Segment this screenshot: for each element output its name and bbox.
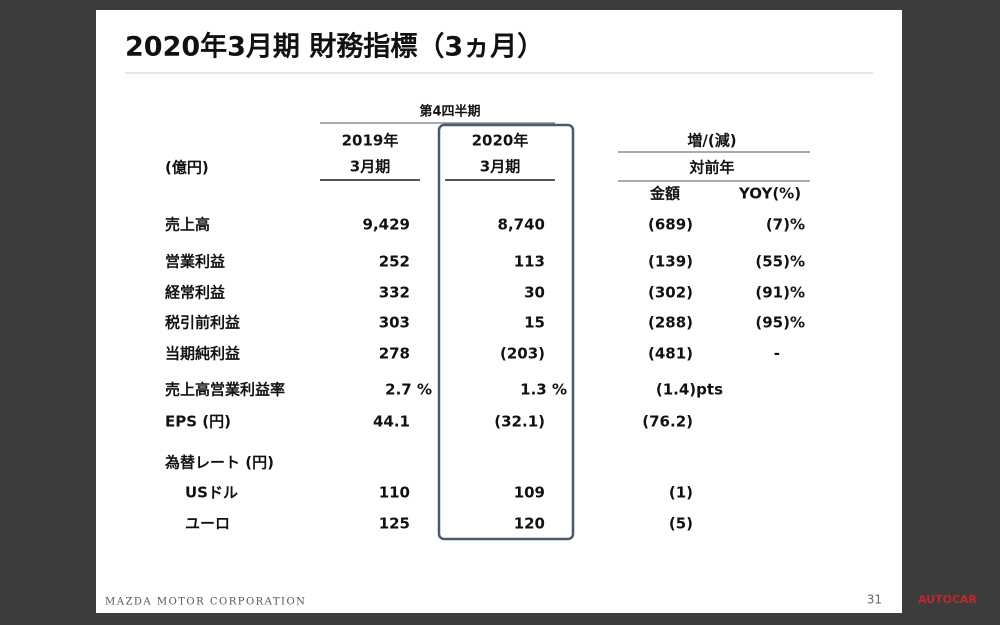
cell: (32.1) <box>494 413 545 431</box>
cell: (481) <box>648 345 693 363</box>
cell: 15 <box>524 314 545 332</box>
title: 2020年3月期 財務指標（3ヵ月） <box>125 31 544 63</box>
company: MAZDA MOTOR CORPORATION <box>105 597 306 608</box>
cell: - <box>774 345 780 363</box>
row-label: 営業利益 <box>165 253 225 271</box>
row-label: 売上高営業利益率 <box>165 381 285 399</box>
cell: 44.1 <box>373 413 410 431</box>
cell: (55)% <box>755 253 805 271</box>
col-year: 2020年 <box>472 132 529 150</box>
slide <box>96 10 902 613</box>
col-year: 2019年 <box>342 132 399 150</box>
cell: (1.4)pts <box>656 381 723 399</box>
row-label: 当期純利益 <box>165 345 240 363</box>
highlight-box <box>437 123 575 541</box>
cell: 252 <box>379 253 410 271</box>
cell: 125 <box>379 515 410 533</box>
cell: (203) <box>500 345 545 363</box>
cell: 278 <box>379 345 410 363</box>
cell: (7)% <box>766 216 805 234</box>
row-label: EPS (円) <box>165 413 231 431</box>
cell: 1.3 % <box>520 381 567 399</box>
cell: 8,740 <box>498 216 545 234</box>
table-body: 売上高 9,429 8,740 (689) (7)% 営業利益 252 113 (139) (55… <box>164 216 805 533</box>
change-header: 増/(減) <box>687 132 736 150</box>
row-label: ユーロ <box>185 515 230 533</box>
row-label: USドル <box>185 484 238 502</box>
cell: 332 <box>379 284 410 302</box>
cell: 30 <box>524 284 545 302</box>
change-col: YOY(%) <box>738 185 801 203</box>
watermark: AUTOCAR <box>918 593 978 606</box>
cell: (302) <box>648 284 693 302</box>
cell: 303 <box>379 314 410 332</box>
cell: (76.2) <box>642 413 693 431</box>
cell: 113 <box>514 253 545 271</box>
cell: (5) <box>669 515 693 533</box>
section-label: 為替レート (円) <box>164 454 274 472</box>
cell: 2.7 % <box>385 381 432 399</box>
cell: (91)% <box>755 284 805 302</box>
cell: (139) <box>648 253 693 271</box>
cell: 110 <box>379 484 410 502</box>
page-number: 31 <box>867 593 882 607</box>
cell: (95)% <box>755 314 805 332</box>
unit: (億円) <box>165 159 209 177</box>
row-label: 経常利益 <box>165 284 225 302</box>
cell: 120 <box>514 515 545 533</box>
group-header: 第4四半期 <box>419 104 480 120</box>
col-period: 3月期 <box>350 158 390 176</box>
cell: 109 <box>514 484 545 502</box>
cell: (689) <box>648 216 693 234</box>
change-sub: 対前年 <box>688 159 734 177</box>
row-label: 税引前利益 <box>165 314 240 332</box>
cell: (288) <box>648 314 693 332</box>
cell: (1) <box>669 484 693 502</box>
row-label: 売上高 <box>165 216 210 234</box>
col-period: 3月期 <box>480 158 520 176</box>
cell: 9,429 <box>363 216 410 234</box>
change-col: 金額 <box>649 185 680 203</box>
